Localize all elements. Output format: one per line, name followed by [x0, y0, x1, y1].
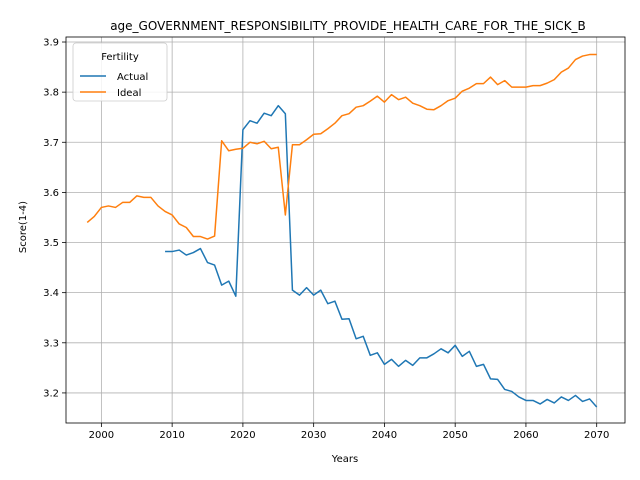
series-line-ideal: [86, 53, 597, 240]
x-tick-label: 2010: [159, 430, 184, 441]
legend-label-ideal: Ideal: [117, 88, 141, 99]
x-tick-label: 2000: [89, 430, 114, 441]
legend: Fertility Actual Ideal: [72, 42, 168, 102]
x-tick-label: 2030: [301, 430, 326, 441]
y-tick-label: 3.8: [43, 88, 59, 99]
y-tick-label: 3.7: [43, 138, 59, 149]
y-tick-label: 3.3: [43, 338, 59, 349]
y-axis-ticks: 3.2 3.3 3.4 3.5 3.6 3.7 3.8 3.9: [43, 38, 66, 399]
series-layer: [86, 53, 598, 408]
x-axis-label: Years: [331, 454, 358, 465]
x-tick-label: 2040: [372, 430, 397, 441]
legend-box: [72, 42, 168, 102]
y-tick-label: 3.4: [43, 288, 59, 299]
x-tick-label: 2020: [230, 430, 255, 441]
plot-frame: [65, 36, 626, 424]
y-tick-label: 3.2: [43, 388, 59, 399]
legend-title: Fertility: [101, 52, 139, 63]
x-axis-ticks: 2000 2010 2020 2030 2040 2050 2060 2070: [89, 423, 609, 441]
legend-label-actual: Actual: [117, 72, 148, 83]
y-tick-label: 3.5: [43, 238, 59, 249]
x-tick-label: 2070: [584, 430, 609, 441]
x-tick-label: 2050: [442, 430, 467, 441]
y-axis-label: Score(1-4): [18, 201, 29, 253]
grid-lines: [66, 37, 625, 423]
x-tick-label: 2060: [513, 430, 538, 441]
chart-title: age_GOVERNMENT_RESPONSIBILITY_PROVIDE_HE…: [110, 19, 586, 33]
y-tick-label: 3.6: [43, 188, 59, 199]
y-tick-label: 3.9: [43, 38, 59, 49]
series-line-actual: [165, 104, 598, 408]
